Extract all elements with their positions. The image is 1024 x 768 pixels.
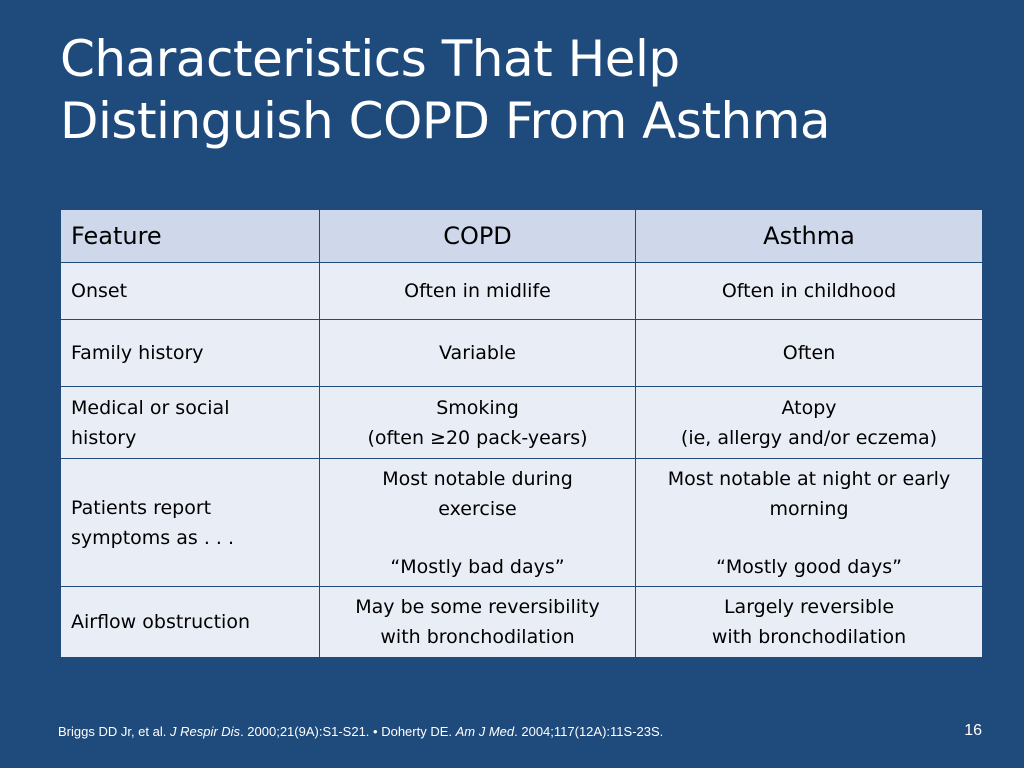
cell-text: (often ≥20 pack-years) <box>367 426 588 449</box>
table-row: Airflow obstruction May be some reversib… <box>60 586 983 658</box>
cell-text: Variable <box>439 342 516 364</box>
cell-text: Smoking <box>436 396 519 419</box>
cell-text: morning <box>769 497 849 520</box>
page-number: 16 <box>964 722 982 739</box>
cell-text: Often in childhood <box>721 280 897 302</box>
feature-cell: Family history <box>60 319 320 387</box>
citation-part: Briggs DD Jr, et al. <box>58 724 170 739</box>
spacer <box>646 524 972 552</box>
copd-cell: Often in midlife <box>319 262 636 320</box>
asthma-cell: Atopy (ie, allergy and/or eczema) <box>635 386 983 459</box>
cell-text: Onset <box>71 280 128 302</box>
feature-cell: Airflow obstruction <box>60 586 320 658</box>
citation: Briggs DD Jr, et al. J Respir Dis. 2000;… <box>58 724 663 739</box>
cell-text: Most notable at night or early <box>667 467 951 490</box>
slide-title-line-1: Characteristics That Help <box>60 30 680 88</box>
cell-text: with bronchodilation <box>711 626 907 648</box>
cell-text: history <box>71 426 137 449</box>
copd-cell: Smoking (often ≥20 pack-years) <box>319 386 636 459</box>
citation-part: . 2000;21(9A):S1-S21. • Doherty DE. <box>240 724 456 739</box>
citation-part: . 2004;117(12A):11S-23S. <box>514 724 664 739</box>
feature-cell: Patients report symptoms as . . . <box>60 458 320 587</box>
asthma-cell: Often in childhood <box>635 262 983 320</box>
citation-journal: Am J Med <box>455 724 515 739</box>
comparison-table: Feature COPD Asthma Onset Often in midli… <box>60 209 983 658</box>
table-row: Family history Variable Often <box>60 319 983 387</box>
asthma-cell: Most notable at night or early morning “… <box>635 458 983 587</box>
header-copd: COPD <box>319 209 636 263</box>
cell-text: Patients report <box>71 496 212 519</box>
spacer <box>330 524 625 552</box>
cell-text: Atopy <box>781 396 837 419</box>
cell-text: Airflow obstruction <box>71 611 250 633</box>
table-header-row: Feature COPD Asthma <box>60 209 983 263</box>
copd-cell: May be some reversibility with bronchodi… <box>319 586 636 658</box>
cell-text: Largely reversible <box>723 596 895 618</box>
asthma-cell: Largely reversible with bronchodilation <box>635 586 983 658</box>
asthma-cell: Often <box>635 319 983 387</box>
cell-text: Often in midlife <box>404 280 551 302</box>
table-row: Patients report symptoms as . . . Most n… <box>60 458 983 587</box>
feature-cell: Medical or social history <box>60 386 320 459</box>
header-feature: Feature <box>60 209 320 263</box>
table-row: Medical or social history Smoking (often… <box>60 386 983 459</box>
copd-cell: Variable <box>319 319 636 387</box>
citation-journal: J Respir Dis <box>169 724 241 739</box>
table-row: Onset Often in midlife Often in childhoo… <box>60 262 983 320</box>
cell-text: Family history <box>71 342 204 364</box>
cell-text: “Mostly good days” <box>716 555 902 578</box>
cell-text: symptoms as . . . <box>71 526 235 549</box>
feature-cell: Onset <box>60 262 320 320</box>
cell-text: Often <box>782 342 836 364</box>
cell-text: Most notable during <box>382 467 573 490</box>
slide-title-line-2: Distinguish COPD From Asthma <box>60 92 831 150</box>
copd-cell: Most notable during exercise “Mostly bad… <box>319 458 636 587</box>
cell-text: exercise <box>438 497 517 520</box>
cell-text: with bronchodilation <box>380 626 575 648</box>
cell-text: May be some reversibility <box>355 596 600 618</box>
header-asthma: Asthma <box>635 209 983 263</box>
cell-text: Medical or social <box>71 396 230 419</box>
cell-text: “Mostly bad days” <box>390 555 565 578</box>
slide-title: Characteristics That Help Distinguish CO… <box>60 28 980 152</box>
cell-text: (ie, allergy and/or eczema) <box>680 426 938 449</box>
